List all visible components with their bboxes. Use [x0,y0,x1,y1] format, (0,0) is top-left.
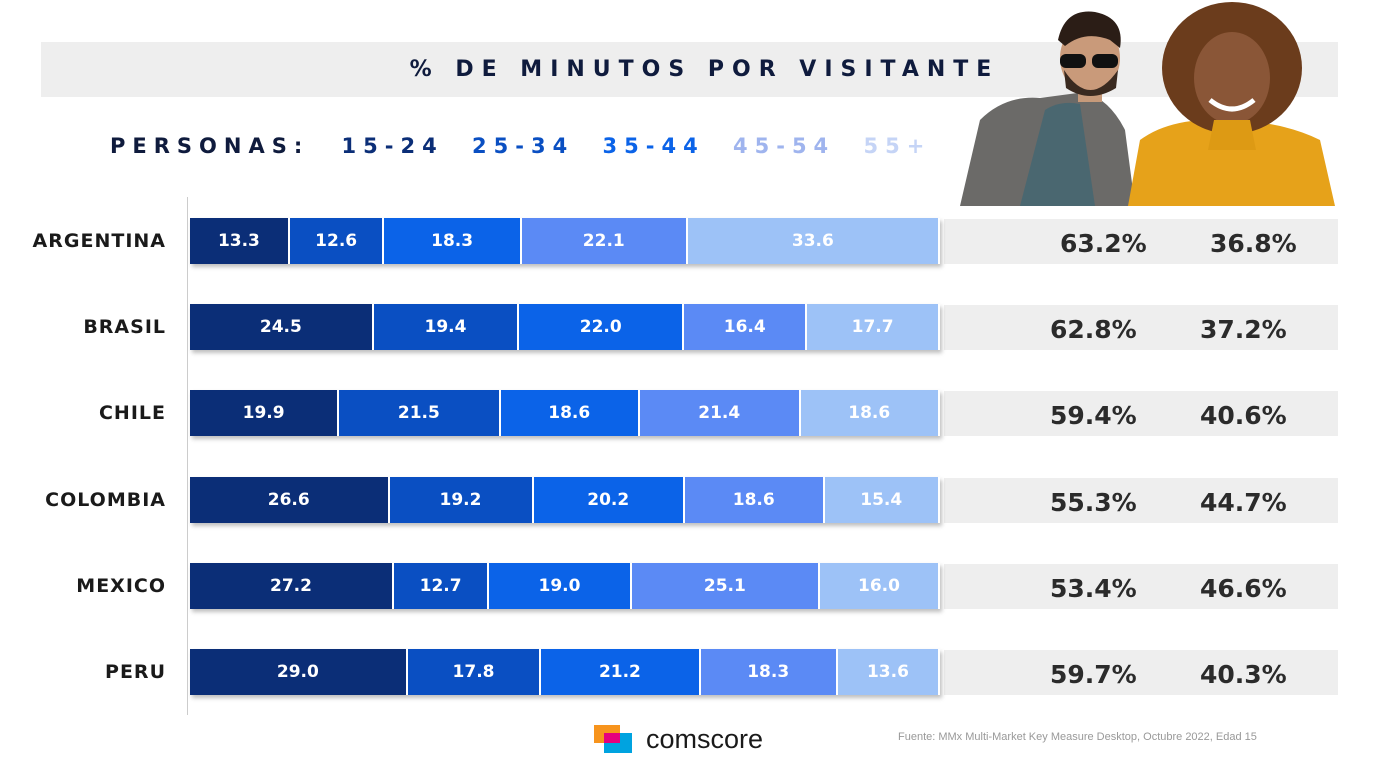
bar-segment: 16.0 [820,563,940,609]
percent-value-a: 53.4% [1050,574,1137,603]
category-label: ARGENTINA [32,230,166,252]
legend-item-45-54: 45-54 [733,134,836,158]
bar-segment: 19.9 [190,390,340,436]
bar-segment: 12.6 [289,218,385,264]
percent-value-a: 55.3% [1050,488,1137,517]
percent-value-b: 40.3% [1200,660,1287,689]
percent-value-b: 46.6% [1200,574,1287,603]
legend-item-55-plus: 55+ [863,134,932,158]
category-label: CHILE [98,402,166,424]
brand-name: comscore [646,724,764,754]
category-label: COLOMBIA [45,489,166,511]
bar-segment: 22.0 [519,304,685,350]
bar-segment: 33.6 [687,218,940,264]
percent-value-a: 59.4% [1050,401,1137,430]
percent-value-b: 37.2% [1200,315,1287,344]
legend-item-15-24: 15-24 [341,134,444,158]
source-note: Fuente: MMx Multi-Market Key Measure Des… [898,731,1257,743]
bar-segment: 18.3 [384,218,522,264]
percent-value-a: 62.8% [1050,315,1137,344]
legend: PERSONAS: 15-24 25-34 35-44 45-54 55+ [110,134,945,164]
percent-row-background [944,305,1338,350]
percent-row-background [944,391,1338,436]
legend-item-35-44: 35-44 [602,134,705,158]
bar-segment: 19.4 [373,304,520,350]
bar-segment: 17.7 [807,304,940,350]
bar-segment: 17.8 [407,649,542,695]
bar-segment: 27.2 [190,563,394,609]
bar-segment: 21.4 [640,390,801,436]
bar-segment: 25.1 [631,563,820,609]
percent-value-a: 63.2% [1060,229,1147,258]
bar-segment: 18.3 [700,649,838,695]
bar-segment: 16.4 [684,304,808,350]
people-photo [960,0,1340,206]
percent-value-b: 40.6% [1200,401,1287,430]
percent-row-background [944,564,1338,609]
category-label: PERU [105,661,166,683]
bar-segment: 19.0 [489,563,632,609]
legend-item-25-34: 25-34 [472,134,575,158]
bar-segment: 15.4 [824,477,940,523]
bar-segment: 13.6 [837,649,940,695]
title-bar: % DE MINUTOS POR VISITANTE [41,42,1338,97]
percent-row-background [944,478,1338,523]
bar-segment: 21.2 [541,649,701,695]
percent-row-background [944,219,1338,264]
bar-segment: 26.6 [190,477,390,523]
percent-value-a: 59.7% [1050,660,1137,689]
category-label: MEXICO [76,575,166,597]
bar-segment: 19.2 [389,477,534,523]
chart-title: % DE MINUTOS POR VISITANTE [409,57,1000,82]
bar-segment: 13.3 [190,218,290,264]
legend-label: PERSONAS: [110,134,310,158]
y-axis-line [187,197,188,715]
bar-segment: 12.7 [394,563,490,609]
percent-value-b: 36.8% [1210,229,1297,258]
bar-segment: 22.1 [521,218,688,264]
bar-segment: 24.5 [190,304,374,350]
bar-segment: 18.6 [800,390,940,436]
bar-segment: 18.6 [685,477,825,523]
category-label: BRASIL [83,316,166,338]
bar-segment: 18.6 [500,390,640,436]
bar-segment: 21.5 [339,390,501,436]
percent-value-b: 44.7% [1200,488,1287,517]
bar-segment: 29.0 [190,649,408,695]
percent-row-background [944,650,1338,695]
bar-segment: 20.2 [533,477,685,523]
comscore-logo-icon [594,722,634,756]
